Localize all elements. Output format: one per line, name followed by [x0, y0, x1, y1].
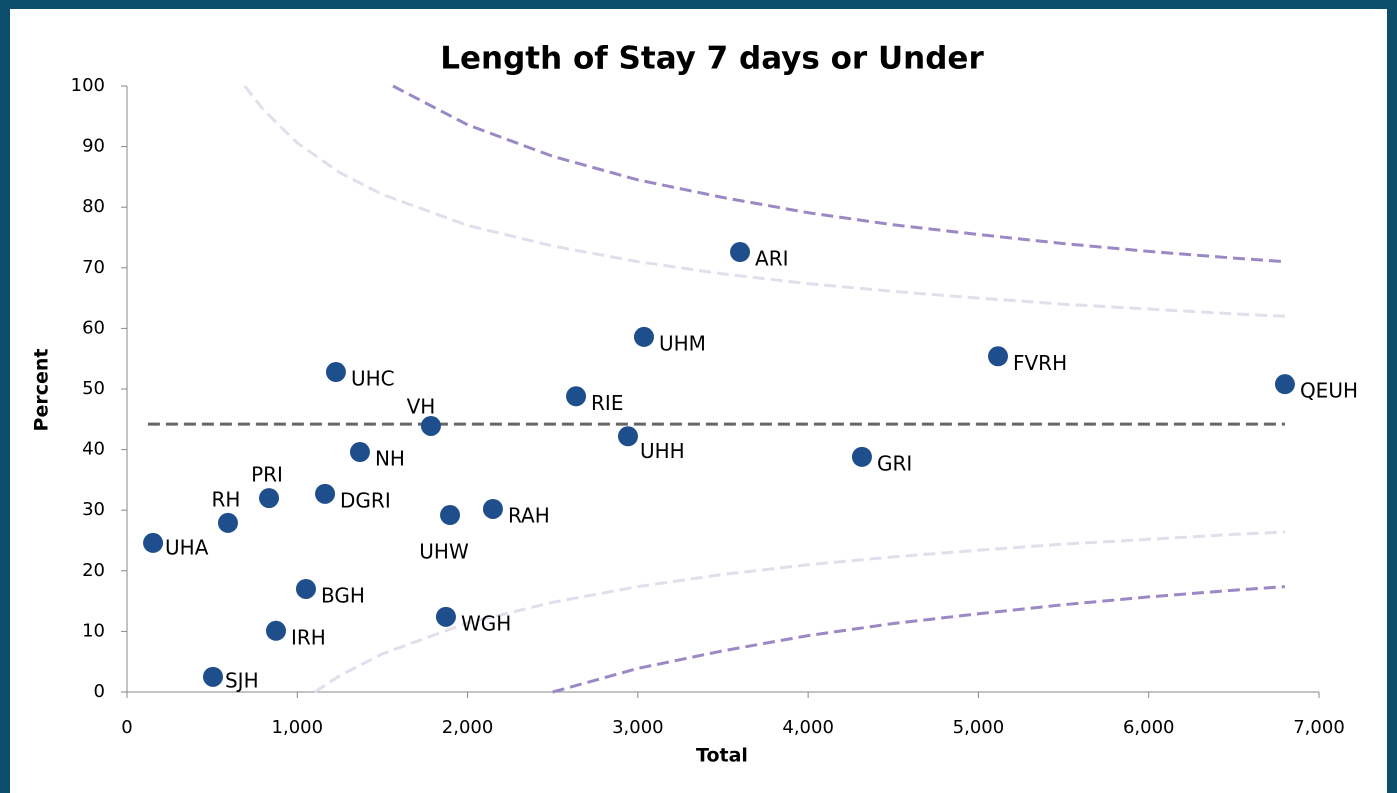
reference-line: [552, 585, 1286, 694]
point-label: RIE: [591, 391, 623, 415]
x-tick-label: 0: [121, 717, 132, 738]
y-tick-label: 30: [82, 499, 105, 520]
chart-title: Length of Stay 7 days or Under: [440, 41, 984, 77]
data-point: [440, 505, 461, 526]
x-tick-label: 5,000: [953, 717, 1005, 738]
point-label: FVRH: [1013, 351, 1067, 375]
point-label: ARI: [755, 247, 788, 271]
point-label: UHC: [351, 367, 395, 391]
y-tick-label: 10: [82, 620, 105, 641]
y-tick-label: 100: [71, 75, 105, 96]
data-point: [566, 386, 587, 407]
reference-line: [313, 530, 1285, 694]
point-label: QEUH: [1300, 379, 1358, 403]
data-point: [482, 498, 503, 519]
y-tick-label: 0: [94, 681, 105, 702]
point-label: RH: [212, 487, 241, 511]
x-tick-label: 4,000: [782, 717, 834, 738]
data-point: [617, 426, 638, 447]
point-label: SJH: [225, 668, 259, 692]
y-tick-label: 40: [82, 439, 105, 460]
point-label: NH: [375, 447, 405, 471]
point-label: UHA: [165, 535, 209, 559]
x-tick-label: 2,000: [442, 717, 494, 738]
x-tick-label: 3,000: [612, 717, 664, 738]
data-point: [1274, 374, 1295, 395]
data-point: [851, 446, 872, 467]
data-point: [266, 620, 286, 641]
data-point: [259, 488, 280, 509]
point-label: PRI: [251, 463, 283, 487]
data-point: [217, 512, 238, 533]
x-axis-label: Total: [696, 745, 748, 767]
point-label: RAH: [508, 503, 550, 527]
y-tick-label: 70: [82, 257, 105, 278]
data-point: [633, 326, 654, 347]
data-point: [730, 242, 751, 263]
point-label: UHH: [640, 439, 685, 463]
data-point: [435, 606, 456, 627]
y-axis-label: Percent: [31, 349, 53, 432]
reference-line: [392, 84, 1286, 264]
point-label: IRH: [291, 625, 326, 649]
point-label: WGH: [461, 611, 511, 635]
data-point: [325, 362, 346, 383]
chart-background: [10, 9, 1387, 793]
point-label: GRI: [877, 451, 912, 475]
data-point: [349, 442, 370, 463]
data-point: [295, 578, 316, 599]
data-point: [315, 483, 336, 504]
x-tick-label: 6,000: [1123, 717, 1175, 738]
data-point: [988, 346, 1009, 367]
point-label: DGRI: [340, 488, 391, 512]
y-tick-label: 20: [82, 560, 105, 581]
point-label: VH: [407, 394, 436, 418]
x-tick-label: 7,000: [1293, 717, 1345, 738]
point-label: BGH: [321, 583, 365, 607]
point-label: UHW: [419, 540, 469, 564]
y-tick-label: 60: [82, 317, 105, 338]
data-point: [202, 666, 223, 687]
point-label: UHM: [659, 331, 706, 355]
y-tick-label: 50: [82, 378, 105, 399]
y-tick-label: 80: [82, 196, 105, 217]
data-point: [420, 415, 441, 436]
y-tick-label: 90: [82, 136, 105, 157]
x-tick-label: 1,000: [272, 717, 324, 738]
data-point: [143, 532, 164, 553]
